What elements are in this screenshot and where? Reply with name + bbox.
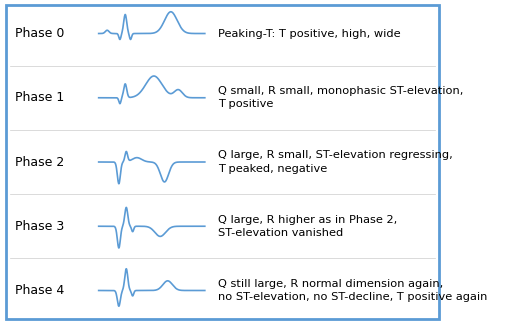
Text: Phase 2: Phase 2 [15,156,64,168]
Text: Phase 0: Phase 0 [15,27,64,40]
Text: Phase 4: Phase 4 [15,284,64,297]
Text: Q still large, R normal dimension again,
no ST-elevation, no ST-decline, T posit: Q still large, R normal dimension again,… [218,279,487,302]
Text: Q small, R small, monophasic ST-elevation,
T positive: Q small, R small, monophasic ST-elevatio… [218,86,463,110]
Text: Q large, R small, ST-elevation regressing,
T peaked, negative: Q large, R small, ST-elevation regressin… [218,150,453,174]
Text: Phase 1: Phase 1 [15,91,64,104]
Text: Q large, R higher as in Phase 2,
ST-elevation vanished: Q large, R higher as in Phase 2, ST-elev… [218,214,397,238]
Text: Phase 3: Phase 3 [15,220,64,233]
Text: Peaking-T: T positive, high, wide: Peaking-T: T positive, high, wide [218,29,401,39]
